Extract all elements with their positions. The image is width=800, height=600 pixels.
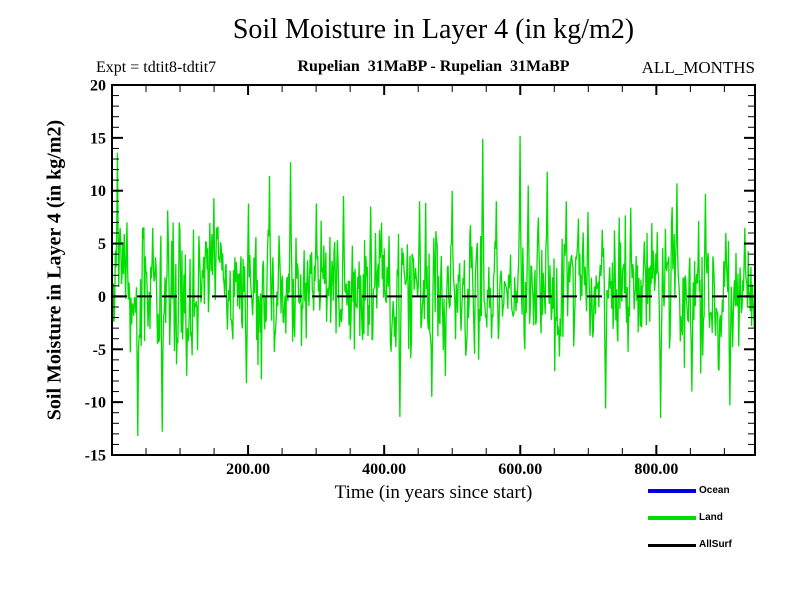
legend-item-ocean: Ocean: [648, 485, 730, 496]
y-tick-label: 15: [90, 130, 106, 147]
x-axis-label: Time (in years since start): [334, 482, 533, 503]
x-tick-label: 800.00: [634, 461, 678, 478]
y-tick-label: 0: [98, 289, 106, 306]
x-tick-label: 200.00: [226, 461, 270, 478]
y-tick-label: -10: [85, 395, 106, 412]
y-tick-label: 10: [90, 183, 106, 200]
legend-label-ocean: Ocean: [699, 485, 730, 496]
y-tick-label: 20: [90, 78, 106, 95]
legend-item-land: Land: [648, 512, 723, 523]
plot-frame: [111, 84, 756, 456]
allsurf-line-swatch: [648, 543, 696, 547]
x-tick-label: 600.00: [498, 461, 542, 478]
y-tick-label: -15: [85, 448, 106, 465]
land-series-line: [111, 135, 756, 436]
y-tick-label: -5: [93, 342, 106, 359]
legend-label-land: Land: [699, 512, 723, 523]
legend-label-allsurf: AllSurf: [699, 539, 732, 550]
land-line-swatch: [648, 516, 696, 520]
experiment-annotation: Expt = tdtit8-tdtit7: [96, 59, 217, 76]
y-tick-label: 5: [98, 236, 106, 253]
months-annotation: ALL_MONTHS: [641, 58, 755, 77]
x-tick-label: 400.00: [362, 461, 406, 478]
legend-item-allsurf: AllSurf: [648, 539, 732, 550]
ocean-line-swatch: [648, 489, 696, 493]
period-annotation: Rupelian 31MaBP - Rupelian 31MaBP: [297, 58, 570, 75]
chart-title: Soil Moisture in Layer 4 (in kg/m2): [232, 14, 635, 45]
